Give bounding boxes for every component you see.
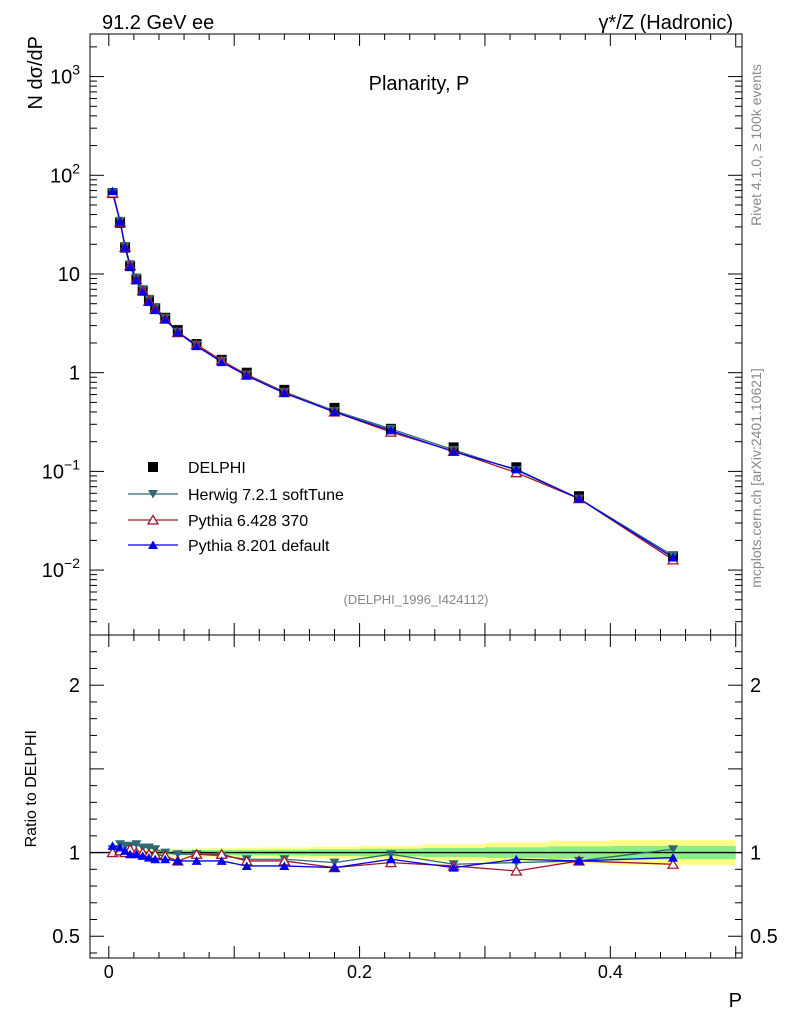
y-tick-label: 10−1 (42, 456, 80, 483)
x-tick-label: 0.4 (598, 962, 623, 982)
data-point-pythia8 (216, 357, 227, 367)
ratio-point-pythia8 (191, 856, 202, 865)
data-point-pythia8 (172, 328, 183, 337)
legend-marker-delphi (148, 462, 158, 472)
ratio-point-pythia8 (131, 849, 142, 859)
data-point-pythia8 (191, 341, 202, 351)
legend-label-pythia6: Pythia 6.428 370 (188, 513, 308, 530)
y-tick-label: 10 (58, 264, 80, 286)
legend-label-pythia8: Pythia 8.201 default (188, 538, 330, 555)
data-point-pythia8 (150, 305, 161, 315)
ratio-point-pythia8 (279, 861, 290, 870)
data-point-pythia8 (329, 407, 340, 416)
y-tick-label: 1 (69, 843, 80, 865)
ratio-point-pythia8 (241, 861, 252, 870)
y-tick-label: 1 (69, 363, 80, 385)
x-tick-label: 0.2 (347, 962, 372, 982)
data-point-pythia8 (107, 186, 118, 196)
y-tick-label: 2 (69, 675, 80, 697)
rivet-label: Rivet 4.1.0, ≥ 100k events (748, 64, 764, 226)
ratio-point-pythia8 (120, 846, 131, 855)
mcplots-label: mcplots.cern.ch [arXiv:2401.10621] (748, 368, 764, 587)
ratio-frame (89, 634, 743, 959)
ratio-plot-frame: 0 0.2 0.4 2 2 1 1 0.5 0.5 (52, 634, 778, 982)
ratio-point-pythia8 (329, 863, 340, 872)
data-point-pythia8 (511, 464, 522, 474)
ratio-point-pythia8 (574, 856, 584, 865)
ratio-point-pythia8 (137, 851, 148, 860)
ratio-point-pythia8 (150, 854, 161, 864)
header-left: 91.2 GeV ee (102, 12, 214, 34)
legend-marker-pythia6 (146, 514, 160, 525)
data-point-pythia8 (385, 425, 396, 435)
plot-title: Planarity, P (369, 73, 470, 95)
ratio-point-pythia8 (448, 863, 459, 872)
y-tick-label-right: 2 (750, 675, 761, 697)
legend-label-herwig: Herwig 7.2.1 softTune (188, 487, 344, 504)
ratio-point-pythia8 (668, 853, 679, 862)
ratio-plot-series (106, 840, 680, 876)
x-tick-label: 0 (104, 962, 114, 982)
ratio-point-pythia8 (172, 856, 183, 865)
ratio-point-pythia8 (115, 843, 126, 852)
y-tick-label: 0.5 (52, 926, 80, 948)
ratio-point-pythia8 (125, 849, 136, 859)
ratio-point-pythia6 (510, 865, 523, 876)
legend-marker-pythia8 (148, 540, 158, 549)
x-axis-label: P (729, 990, 742, 1012)
ratio-point-pythia8 (511, 854, 522, 864)
y-tick-label-right: 0.5 (750, 926, 778, 948)
analysis-id: (DELPHI_1996_I424112) (343, 592, 488, 607)
ratio-point-herwig (385, 850, 396, 859)
y-tick-label: 103 (50, 62, 80, 89)
ratio-point-herwig (668, 845, 679, 854)
ratio-point-pythia8 (216, 856, 227, 865)
data-point-pythia8 (448, 447, 459, 456)
ratio-point-pythia6 (666, 858, 680, 869)
data-point-pythia8 (668, 553, 679, 562)
ratio-point-pythia8 (160, 854, 171, 864)
data-point-pythia8 (279, 388, 290, 398)
y-tick-label-right: 1 (750, 843, 761, 865)
data-point-pythia8 (115, 217, 126, 226)
data-point-pythia8 (574, 494, 584, 503)
data-point-pythia8 (125, 262, 136, 271)
data-point-pythia8 (131, 275, 142, 284)
y-tick-label: 102 (50, 160, 80, 187)
ratio-point-herwig (131, 840, 142, 849)
legend-label-delphi: DELPHI (188, 460, 246, 477)
main-y-axis-label: N dσ/dP (25, 36, 47, 110)
header-right: γ*/Z (Hadronic) (599, 12, 733, 34)
data-point-pythia8 (160, 315, 171, 324)
data-point-pythia8 (241, 371, 252, 380)
ratio-point-herwig (172, 850, 183, 859)
legend: DELPHI Herwig 7.2.1 softTune Pythia 6.428 … (128, 460, 344, 555)
data-point-pythia8 (137, 287, 148, 296)
ratio-point-pythia8 (143, 853, 154, 862)
data-point-pythia8 (120, 242, 131, 252)
ratio-y-axis-label: Ratio to DELPHI (23, 730, 40, 847)
ratio-point-pythia8 (385, 854, 396, 864)
y-tick-label: 10−2 (42, 555, 80, 582)
main-plot-series (106, 186, 680, 565)
legend-marker-herwig (148, 490, 158, 499)
ratio-point-pythia8 (107, 841, 118, 850)
data-point-pythia8 (143, 297, 154, 307)
